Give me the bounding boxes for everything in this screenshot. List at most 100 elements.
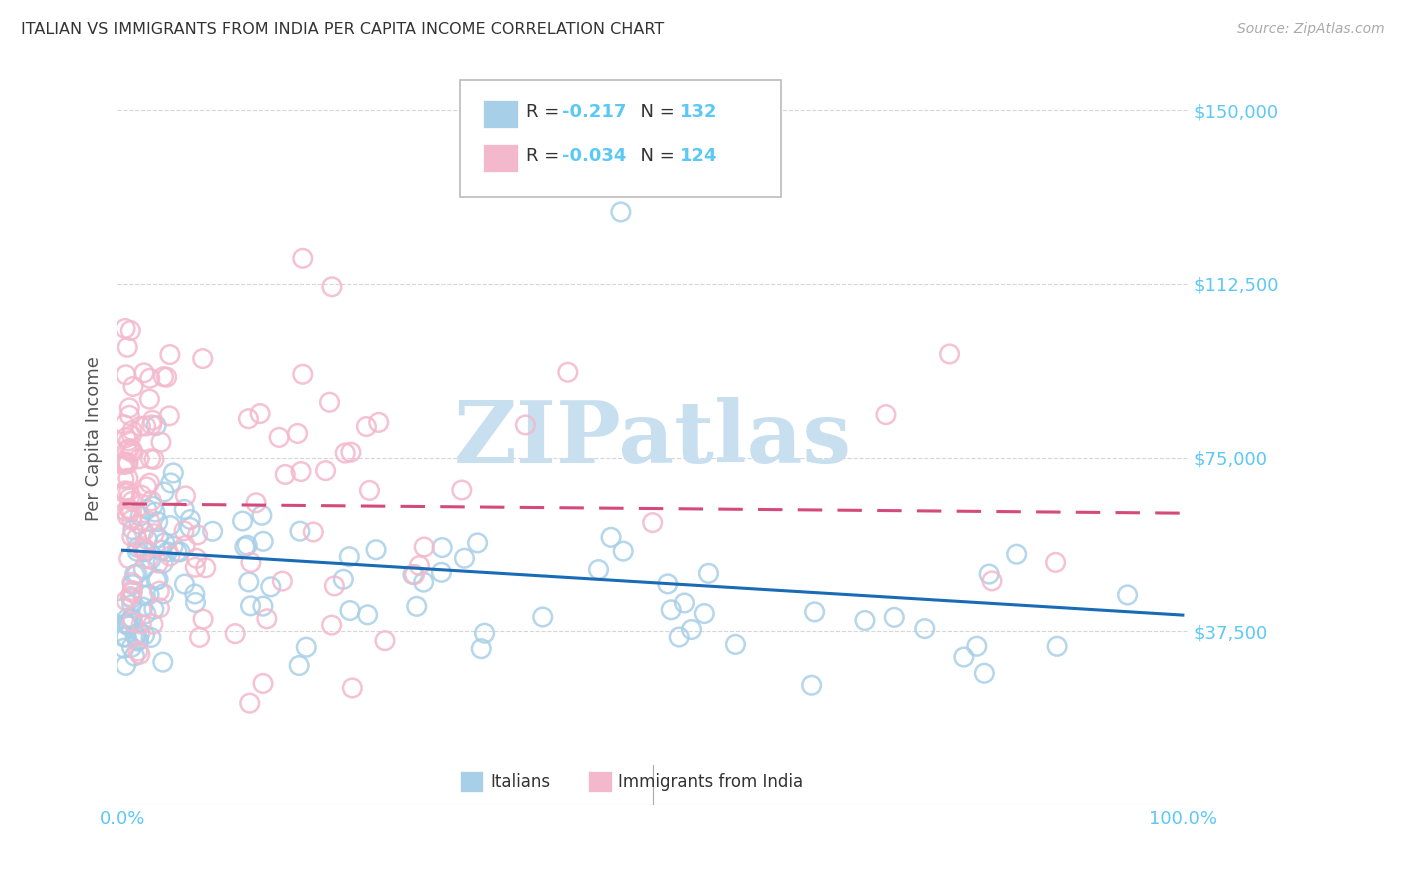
Point bbox=[152, 587, 174, 601]
Point bbox=[201, 524, 224, 539]
Point bbox=[129, 617, 152, 632]
Point bbox=[173, 577, 195, 591]
Point bbox=[121, 585, 143, 599]
Point bbox=[128, 517, 150, 532]
Point bbox=[271, 574, 294, 588]
Point bbox=[121, 523, 143, 537]
Point bbox=[681, 623, 703, 637]
FancyBboxPatch shape bbox=[484, 144, 517, 172]
Point bbox=[153, 535, 176, 549]
Point bbox=[114, 486, 136, 500]
Point bbox=[404, 567, 426, 582]
Point bbox=[142, 500, 165, 514]
Point bbox=[853, 614, 876, 628]
Point bbox=[800, 678, 823, 692]
Point bbox=[364, 542, 387, 557]
Point bbox=[914, 622, 936, 636]
Point bbox=[315, 464, 337, 478]
Point bbox=[114, 483, 136, 498]
Point bbox=[657, 577, 679, 591]
Point bbox=[430, 541, 453, 555]
Point bbox=[127, 634, 149, 648]
Point bbox=[114, 321, 136, 335]
Point bbox=[412, 575, 434, 590]
Point bbox=[118, 409, 141, 423]
Point bbox=[474, 626, 496, 640]
Point bbox=[121, 494, 143, 508]
Point bbox=[118, 551, 141, 566]
Point bbox=[159, 518, 181, 533]
Point bbox=[121, 504, 143, 518]
Point bbox=[114, 456, 136, 470]
Point bbox=[162, 539, 184, 553]
Point bbox=[323, 579, 346, 593]
Point bbox=[150, 543, 173, 558]
Point bbox=[252, 534, 274, 549]
Point bbox=[115, 431, 138, 445]
Point bbox=[187, 528, 209, 542]
Point bbox=[118, 401, 141, 415]
Point bbox=[115, 593, 138, 607]
Point bbox=[641, 516, 664, 530]
Point bbox=[132, 562, 155, 576]
Point bbox=[356, 419, 378, 434]
Point bbox=[169, 545, 191, 559]
Point bbox=[117, 457, 139, 471]
Point bbox=[470, 641, 492, 656]
Point bbox=[981, 574, 1004, 588]
Point bbox=[673, 596, 696, 610]
Text: -0.034: -0.034 bbox=[561, 146, 626, 165]
Point bbox=[252, 676, 274, 690]
Point bbox=[973, 666, 995, 681]
Text: 124: 124 bbox=[679, 146, 717, 165]
Point bbox=[117, 434, 139, 448]
Point bbox=[128, 451, 150, 466]
Text: 132: 132 bbox=[679, 103, 717, 120]
Point bbox=[121, 445, 143, 459]
Point bbox=[288, 658, 311, 673]
Point bbox=[120, 324, 142, 338]
Text: N =: N = bbox=[628, 103, 681, 120]
Text: N =: N = bbox=[628, 146, 681, 165]
Point bbox=[342, 681, 364, 695]
Point bbox=[114, 455, 136, 469]
Point bbox=[191, 351, 214, 366]
Point bbox=[340, 445, 363, 459]
Point bbox=[127, 541, 149, 555]
Point bbox=[1116, 588, 1139, 602]
Point bbox=[146, 515, 169, 529]
Point bbox=[179, 520, 201, 534]
Point bbox=[186, 551, 208, 566]
Point bbox=[174, 539, 197, 553]
Point bbox=[132, 540, 155, 554]
Point bbox=[146, 572, 169, 586]
Point bbox=[173, 502, 195, 516]
Point bbox=[515, 417, 537, 432]
Point bbox=[318, 395, 340, 409]
Point bbox=[121, 575, 143, 590]
Point bbox=[127, 644, 149, 658]
Point bbox=[557, 365, 579, 379]
Point bbox=[118, 590, 141, 604]
Point bbox=[250, 508, 273, 523]
Point bbox=[156, 545, 179, 559]
Point bbox=[132, 366, 155, 380]
Point bbox=[125, 566, 148, 581]
Point bbox=[124, 567, 146, 582]
Text: -0.217: -0.217 bbox=[561, 103, 626, 120]
Point bbox=[335, 446, 357, 460]
Point bbox=[157, 409, 180, 423]
Point bbox=[239, 696, 262, 710]
Point bbox=[118, 442, 141, 456]
Point bbox=[121, 615, 143, 629]
Point bbox=[129, 508, 152, 523]
Point bbox=[339, 603, 361, 617]
Point bbox=[121, 611, 143, 625]
Point bbox=[125, 629, 148, 643]
Point bbox=[132, 542, 155, 557]
Point bbox=[159, 347, 181, 361]
Point bbox=[132, 524, 155, 538]
Point bbox=[135, 607, 157, 621]
Point bbox=[302, 524, 325, 539]
Point bbox=[138, 551, 160, 566]
